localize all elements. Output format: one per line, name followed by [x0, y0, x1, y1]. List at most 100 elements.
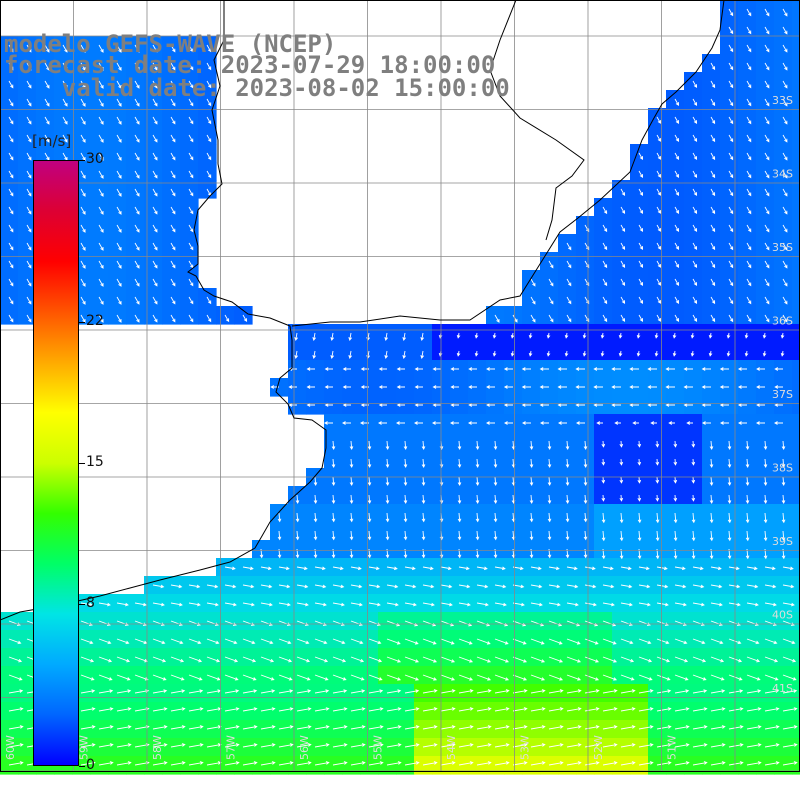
wind-arrow: [62, 44, 68, 53]
wind-arrow: [368, 761, 384, 766]
wind-arrow: [134, 98, 140, 107]
wind-arrow: [636, 350, 641, 357]
wind-arrow: [116, 242, 122, 251]
wind-arrow: [26, 134, 32, 143]
wind-arrow: [8, 224, 14, 233]
wind-arrow: [98, 98, 104, 107]
wind-arrow: [170, 707, 186, 712]
wind-arrow: [260, 761, 276, 766]
wind-arrow: [566, 725, 582, 730]
wind-arrow: [152, 761, 168, 766]
wind-arrow: [728, 761, 744, 766]
wind-arrow: [134, 134, 140, 143]
wind-arrow: [692, 296, 698, 304]
wind-arrow: [656, 656, 671, 663]
wind-arrow: [152, 170, 158, 179]
wind-arrow: [8, 674, 23, 681]
wind-arrow: [98, 743, 114, 748]
wind-arrow: [170, 152, 176, 161]
wind-arrow: [764, 152, 770, 161]
speed-cell: [558, 360, 577, 379]
speed-cell: [702, 396, 721, 415]
wind-arrow: [44, 116, 50, 125]
wind-arrow: [674, 242, 680, 250]
wind-arrow: [782, 152, 788, 161]
wind-arrow: [324, 403, 333, 407]
wind-arrow: [674, 584, 687, 589]
wind-arrow: [780, 350, 785, 357]
speed-cell: [468, 396, 487, 415]
wind-arrow: [188, 80, 194, 89]
wind-arrow: [692, 188, 698, 196]
wind-arrow: [260, 743, 276, 748]
wind-arrow: [422, 707, 438, 712]
wind-arrow: [134, 260, 140, 269]
wind-arrow: [745, 494, 750, 504]
wind-arrow: [152, 224, 158, 233]
wind-arrow: [745, 512, 750, 524]
longitude-label: 60W: [4, 735, 17, 760]
wind-arrow: [692, 116, 698, 124]
wind-arrow: [709, 512, 714, 524]
wind-arrow: [690, 332, 695, 339]
wind-arrow: [530, 638, 545, 645]
wind-arrow: [710, 656, 725, 663]
wind-arrow: [332, 656, 347, 663]
wind-arrow: [350, 602, 363, 607]
wind-arrow: [710, 602, 723, 607]
wind-arrow: [782, 98, 788, 107]
wind-arrow: [62, 98, 68, 107]
wind-arrow: [539, 367, 549, 371]
wind-arrow: [764, 314, 770, 323]
wind-arrow: [188, 98, 194, 107]
wind-arrow: [440, 602, 453, 607]
wind-arrow: [422, 566, 434, 571]
wind-arrow: [701, 367, 711, 371]
wind-arrow: [620, 674, 635, 681]
wind-arrow: [756, 385, 765, 389]
wind-arrow: [458, 725, 474, 730]
wind-arrow: [8, 242, 14, 251]
wind-arrow: [116, 674, 131, 681]
speed-cell: [684, 378, 703, 397]
wind-arrow: [492, 350, 497, 357]
wind-arrow: [529, 476, 534, 486]
wind-arrow: [80, 656, 95, 663]
wind-arrow: [288, 403, 297, 407]
wind-arrow: [493, 476, 498, 486]
wind-arrow: [782, 242, 788, 251]
wind-arrow: [332, 584, 345, 589]
wind-arrow: [306, 385, 315, 389]
wind-arrow: [116, 656, 131, 663]
wind-arrow: [26, 116, 32, 125]
latitude-label: 34S: [772, 168, 793, 181]
wind-arrow: [656, 170, 661, 178]
wind-arrow: [385, 458, 390, 468]
wind-arrow: [668, 421, 675, 425]
wind-arrow: [378, 385, 387, 389]
speed-cell: [720, 378, 739, 397]
colorbar-tick-label: 0: [86, 757, 95, 773]
wind-arrow: [582, 350, 587, 357]
wind-arrow: [386, 602, 399, 607]
wind-arrow: [475, 440, 480, 450]
wind-arrow: [728, 278, 734, 287]
wind-arrow: [367, 530, 372, 541]
speed-cell: [630, 414, 649, 433]
colorbar-tick-label: 30: [86, 151, 104, 167]
wind-arrow: [602, 761, 618, 766]
wind-arrow: [332, 674, 347, 681]
speed-cell: [738, 396, 757, 415]
wind-arrow: [278, 725, 294, 730]
wind-arrow: [683, 403, 693, 407]
wind-arrow: [134, 224, 140, 233]
wind-arrow: [674, 260, 680, 268]
wind-arrow: [8, 98, 14, 107]
wind-arrow: [188, 725, 204, 730]
wind-arrow: [386, 707, 402, 712]
wind-arrow: [296, 584, 309, 589]
wind-arrow: [206, 314, 212, 323]
wind-arrow: [332, 638, 346, 645]
wind-arrow: [583, 512, 588, 523]
wind-arrow: [8, 689, 24, 694]
